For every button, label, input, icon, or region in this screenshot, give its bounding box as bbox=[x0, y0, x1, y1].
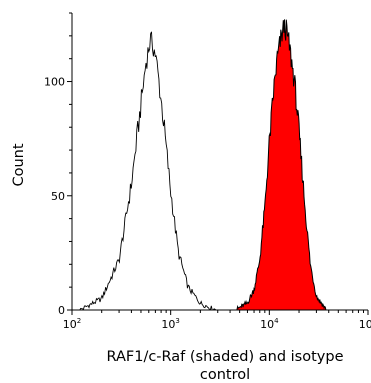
x-axis-title-line1: RAF1/c-Raf (shaded) and isotype bbox=[106, 349, 343, 365]
y-axis-title: Count bbox=[11, 143, 27, 186]
x-tick-label: 105 bbox=[359, 317, 371, 331]
x-tick-label: 103 bbox=[161, 317, 179, 331]
x-axis-title-line2: control bbox=[200, 367, 250, 383]
x-tick-label: 102 bbox=[63, 317, 81, 331]
shaded-histogram-outline bbox=[235, 19, 327, 311]
x-tick-label: 104 bbox=[260, 317, 279, 331]
y-tick-label: 0 bbox=[58, 304, 65, 317]
shaded-histogram-fill bbox=[235, 19, 327, 311]
axes: 10210310410510050100 bbox=[44, 12, 371, 331]
y-tick-label: 100 bbox=[44, 76, 65, 89]
isotype-control-histogram bbox=[79, 31, 218, 311]
y-tick-label: 50 bbox=[51, 190, 65, 203]
plot-area bbox=[79, 19, 327, 311]
